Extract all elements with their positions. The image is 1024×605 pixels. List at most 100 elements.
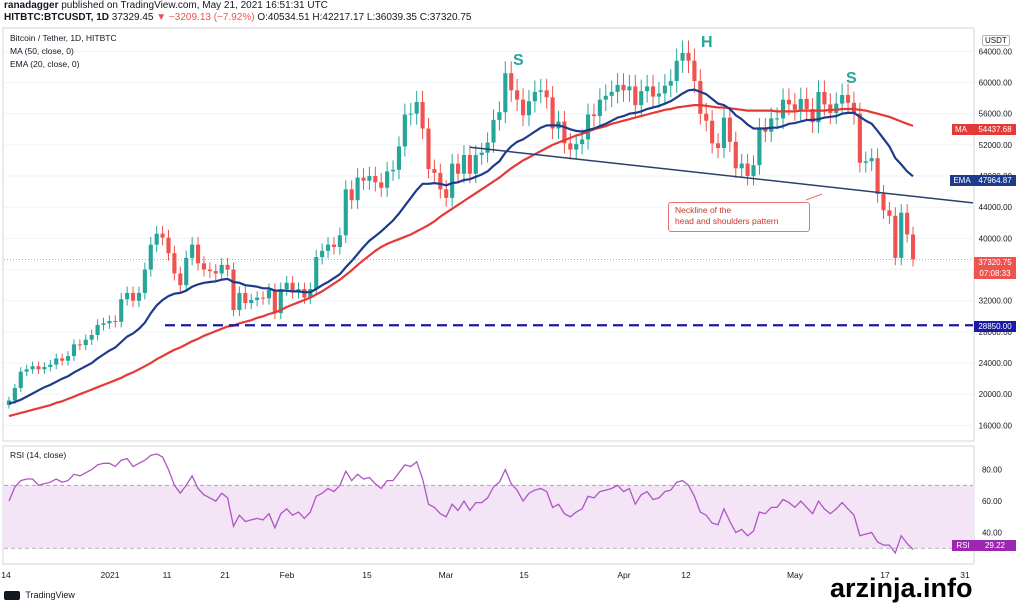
x-axis-label: 21 <box>220 570 230 580</box>
candle-body <box>195 244 201 264</box>
candle-body <box>804 98 809 110</box>
candle-body <box>390 169 396 172</box>
ma-legend[interactable]: MA (50, close, 0) <box>10 46 74 56</box>
candle-body <box>509 73 514 91</box>
candle-body <box>343 189 348 236</box>
candle-body <box>325 244 331 251</box>
candle-body <box>840 95 845 104</box>
candle-body <box>48 364 53 367</box>
candle-body <box>798 98 803 110</box>
chart-title: Bitcoin / Tether, 1D, HITBTC <box>10 33 117 43</box>
candle-body <box>361 177 366 181</box>
price-tick-label: 32000.00 <box>979 297 1013 306</box>
candle-body <box>101 323 106 325</box>
ema-value-tag: 47964.87 <box>974 175 1016 186</box>
price-tick-label: 60000.00 <box>979 79 1013 88</box>
annotation-line-1: Neckline of the <box>675 205 732 215</box>
x-axis-label: Mar <box>439 570 454 580</box>
candle-body <box>184 257 189 286</box>
last-price: 37329.45 <box>111 12 154 23</box>
candle-body <box>290 282 295 293</box>
candle-body <box>18 371 23 389</box>
tradingview-text: TradingView <box>25 590 75 600</box>
candle-body <box>780 99 786 119</box>
candle-body <box>272 289 277 314</box>
right-shoulder-label: S <box>846 70 857 87</box>
last-price-value: 37320.75 <box>978 258 1012 267</box>
x-axis-label: 14 <box>1 570 11 580</box>
candle-body <box>284 282 289 290</box>
candle-body <box>219 264 224 274</box>
candle-body <box>12 388 17 401</box>
price-change: ▼ −3209.13 (−7.92%) <box>156 12 255 23</box>
candle-body <box>615 84 620 92</box>
ma50-line <box>8 104 914 418</box>
candle-body <box>455 163 461 174</box>
candle-body <box>562 121 567 144</box>
candle-body <box>166 237 171 254</box>
candle-body <box>438 172 443 190</box>
x-axis-label: Apr <box>617 570 630 580</box>
candle-body <box>609 91 614 96</box>
candle-body <box>320 250 325 258</box>
candle-body <box>467 155 472 174</box>
candle-body <box>113 320 118 322</box>
candle-body <box>65 356 71 361</box>
ema-legend[interactable]: EMA (20, close, 0) <box>10 59 80 69</box>
candle-body <box>237 292 242 311</box>
candle-body <box>260 297 266 299</box>
symbol: HITBTC:BTCUSDT, 1D <box>4 12 109 23</box>
candle-body <box>89 335 94 340</box>
neckline[interactable] <box>469 146 974 204</box>
candle-body <box>119 299 124 322</box>
candle-body <box>603 95 608 100</box>
annotation-leader <box>805 193 823 201</box>
candle-body <box>172 253 177 274</box>
candle-body <box>727 117 732 142</box>
candle-body <box>503 73 508 113</box>
rsi-legend[interactable]: RSI (14, close) <box>10 450 67 460</box>
candle-body <box>243 292 248 304</box>
candle-body <box>231 269 236 311</box>
candle-body <box>715 143 721 149</box>
x-axis-label: May <box>787 570 804 580</box>
rsi-pane[interactable] <box>2 445 975 565</box>
candle-body <box>520 99 526 116</box>
candle-body <box>668 80 673 86</box>
candle-body <box>148 244 153 270</box>
currency-badge[interactable]: USDT <box>982 35 1010 46</box>
chart-header: ranadagger published on TradingView.com,… <box>0 0 1024 24</box>
candle-body <box>414 102 419 114</box>
candle-body <box>845 95 851 103</box>
candle-body <box>674 60 679 81</box>
rsi-tick-label: 80.00 <box>982 466 1003 475</box>
last-price-tag: 37320.75 07:08:33 <box>974 257 1016 279</box>
price-pane[interactable] <box>2 27 975 442</box>
candle-body <box>698 80 703 114</box>
candle-body <box>869 158 874 162</box>
rsi-tag-key: RSI <box>952 540 974 551</box>
price-tick-label: 44000.00 <box>979 203 1013 212</box>
candle-body <box>461 155 467 174</box>
candle-body <box>213 271 218 274</box>
candle-body <box>60 358 65 361</box>
neckline-annotation[interactable]: Neckline of the head and shoulders patte… <box>668 202 810 232</box>
candle-body <box>627 86 632 91</box>
candle-body <box>379 182 384 188</box>
tradingview-footer[interactable]: TradingView <box>4 590 75 601</box>
candle-body <box>355 177 360 201</box>
publisher-name[interactable]: ranadagger <box>4 0 59 11</box>
high-value: H:42217.17 <box>312 12 365 23</box>
candle-body <box>408 113 413 115</box>
candle-body <box>662 85 667 94</box>
candle-body <box>769 118 774 132</box>
candle-body <box>24 369 29 372</box>
candle-body <box>385 171 390 188</box>
candle-body <box>30 366 35 370</box>
candle-body <box>83 339 88 346</box>
candle-body <box>721 117 727 149</box>
watermark: arzinja.info <box>830 573 973 603</box>
head-label: H <box>701 34 713 51</box>
left-shoulder-label: S <box>513 52 524 69</box>
